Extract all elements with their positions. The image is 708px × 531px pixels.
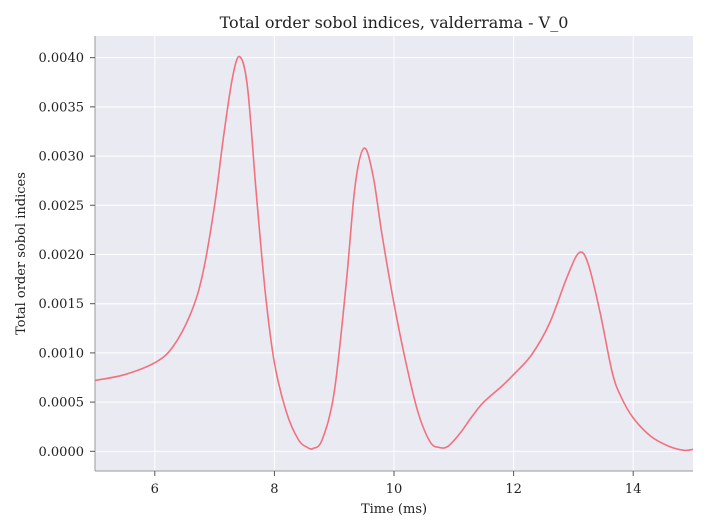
y-tick-label: 0.0025 <box>39 199 85 214</box>
chart-title: Total order sobol indices, valderrama - … <box>220 13 569 32</box>
series-line <box>94 55 694 452</box>
y-tick-label: 0.0005 <box>39 396 85 411</box>
y-tick-label: 0.0000 <box>39 445 85 460</box>
y-axis-label: Total order sobol indices <box>14 172 29 335</box>
y-tick-label: 0.0010 <box>39 346 85 361</box>
x-tick-label: 6 <box>151 482 159 497</box>
x-axis-label: Time (ms) <box>361 502 427 517</box>
x-tick-label: 8 <box>270 482 278 497</box>
x-tick-label: 14 <box>625 482 642 497</box>
y-ticks: 0.0000 0.0005 0.0010 0.0015 0.0020 0.0025 0.00… <box>39 51 95 460</box>
x-ticks: 6 8 10 12 14 <box>151 471 642 497</box>
y-tick-label: 0.0040 <box>39 51 85 66</box>
y-tick-label: 0.0015 <box>39 297 85 312</box>
y-tick-label: 0.0035 <box>39 100 85 115</box>
x-tick-label: 10 <box>386 482 403 497</box>
x-tick-label: 12 <box>505 482 522 497</box>
y-tick-label: 0.0020 <box>39 248 85 263</box>
y-tick-label: 0.0030 <box>39 150 85 165</box>
